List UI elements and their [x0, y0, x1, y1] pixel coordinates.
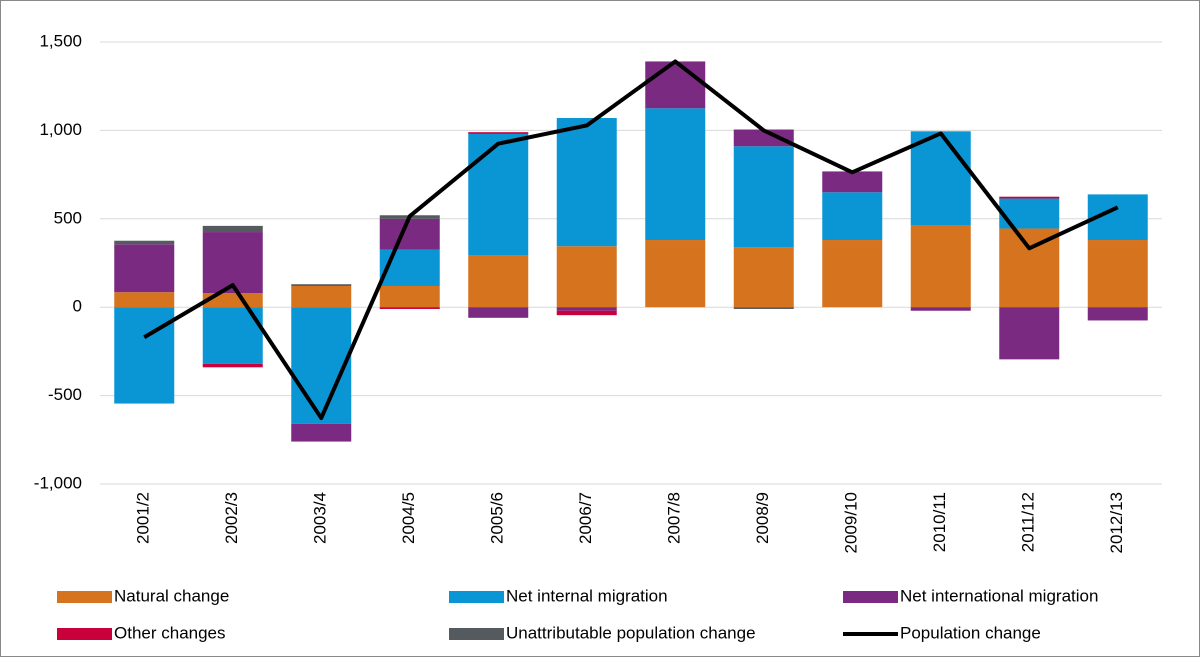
- y-tick-label: -1,000: [34, 473, 82, 492]
- bar: [379, 285, 440, 308]
- bar: [114, 307, 175, 404]
- bar: [733, 247, 794, 308]
- x-tick-label: 2010/11: [930, 492, 949, 552]
- bar: [822, 192, 883, 241]
- bar: [202, 232, 263, 294]
- bar: [645, 240, 706, 308]
- bar: [733, 307, 794, 309]
- x-tick-label: 2005/6: [488, 492, 507, 544]
- bar: [114, 244, 175, 293]
- bar: [468, 255, 529, 308]
- bar: [999, 307, 1060, 360]
- legend-label: Population change: [900, 623, 1041, 642]
- bar: [291, 307, 352, 424]
- legend-label: Unattributable population change: [506, 623, 756, 642]
- bar: [733, 129, 794, 147]
- bar: [556, 307, 617, 311]
- bar: [468, 307, 529, 318]
- bar: [999, 196, 1060, 199]
- line: [143, 59, 1119, 421]
- bar: [822, 240, 883, 308]
- legend-swatch: [449, 591, 504, 603]
- x-tick-label: 2009/10: [842, 492, 861, 553]
- bar: [291, 284, 352, 286]
- bar: [645, 61, 706, 109]
- legend-label: Natural change: [114, 586, 229, 605]
- bar: [379, 218, 440, 250]
- bar: [114, 240, 175, 245]
- x-tick-label: 2002/3: [222, 492, 241, 544]
- bar: [291, 423, 352, 442]
- x-tick-label: 2004/5: [399, 492, 418, 544]
- bar: [556, 118, 617, 247]
- x-tick-label: 2001/2: [134, 492, 153, 544]
- bar: [468, 132, 529, 134]
- x-tick-label: 2012/13: [1107, 492, 1126, 553]
- legend-label: Net internal migration: [506, 586, 668, 605]
- bar: [1087, 307, 1148, 321]
- legend-swatch: [57, 628, 112, 640]
- legend-swatch: [57, 591, 112, 603]
- bar: [1087, 240, 1148, 308]
- bar: [733, 146, 794, 248]
- x-tick-label: 2007/8: [665, 492, 684, 544]
- bar: [202, 225, 263, 233]
- bar: [645, 108, 706, 241]
- legend-swatch: [843, 591, 898, 603]
- bar: [556, 246, 617, 308]
- bar: [822, 171, 883, 193]
- bar: [468, 133, 529, 256]
- bar: [910, 307, 971, 311]
- x-tick-label: 2011/12: [1019, 492, 1038, 552]
- bar: [202, 363, 263, 368]
- x-tick-label: 2006/7: [576, 492, 595, 544]
- y-tick-label: -500: [48, 385, 82, 404]
- y-tick-label: 0: [73, 297, 82, 316]
- bar: [910, 131, 971, 225]
- bar: [202, 293, 263, 308]
- legend-label: Other changes: [114, 623, 226, 642]
- legend-swatch: [449, 628, 504, 640]
- bar: [556, 310, 617, 316]
- y-tick-label: 500: [54, 208, 82, 227]
- bar: [379, 307, 440, 309]
- y-tick-label: 1,500: [39, 31, 82, 50]
- x-tick-label: 2008/9: [753, 492, 772, 544]
- bar: [114, 292, 175, 308]
- bar: [910, 224, 971, 308]
- bar: [291, 285, 352, 308]
- legend-label: Net international migration: [900, 586, 1098, 605]
- x-tick-label: 2003/4: [311, 492, 330, 544]
- bar: [379, 249, 440, 286]
- bar: [999, 228, 1060, 308]
- y-tick-label: 1,000: [39, 120, 82, 139]
